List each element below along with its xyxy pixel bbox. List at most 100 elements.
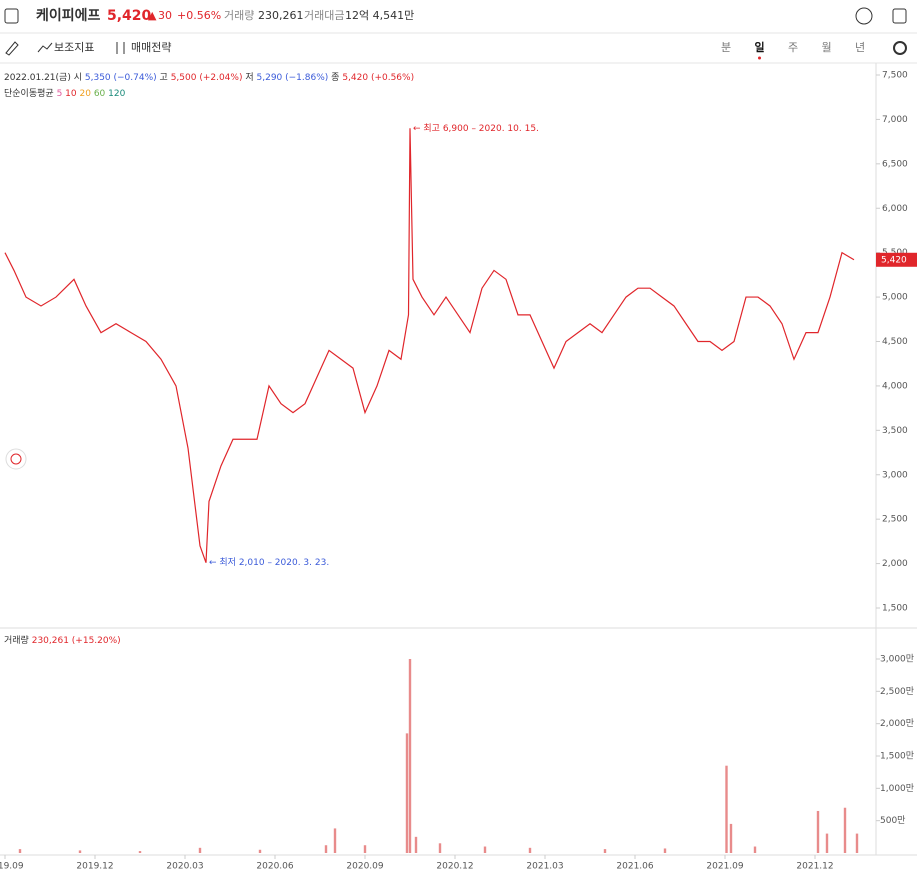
volume-bar	[603, 849, 607, 853]
change: 30	[158, 9, 172, 22]
last-price-box	[876, 252, 917, 267]
volume-bar	[414, 836, 418, 853]
y-tick-label: 6,000	[882, 204, 908, 214]
strategy-icon	[116, 42, 125, 54]
volume-bar	[816, 810, 820, 853]
volume-bar	[483, 846, 487, 853]
text-part: 60	[94, 89, 106, 99]
x-tick-label: 2020.12	[436, 862, 473, 872]
text-part: 거래량	[4, 634, 29, 646]
y-tick-label: 6,500	[882, 159, 908, 169]
last-price-label: 5,420	[881, 255, 907, 265]
text-part: 5,420 (+0.56%)	[342, 73, 414, 83]
period-tab[interactable]: 일	[754, 40, 764, 54]
y-tick-label: 1,000만	[880, 783, 914, 794]
x-tick-label: 2020.03	[166, 862, 203, 872]
volume-bar	[753, 846, 757, 853]
price-line	[4, 128, 855, 563]
text-part: 5,500 (+2.04%)	[171, 73, 243, 83]
volume-bar	[333, 828, 337, 853]
volume-bar	[729, 823, 733, 853]
period-tab[interactable]: 년	[855, 41, 865, 54]
x-tick-label: 2021.03	[526, 862, 563, 872]
x-tick-label: 2021.09	[706, 862, 743, 872]
amount-label: 거래대금	[304, 9, 344, 22]
volume-label: 거래량	[224, 9, 254, 22]
text-part: 5,350 (−0.74%)	[85, 73, 157, 83]
volume: 230,261	[258, 9, 304, 22]
volume-bar	[138, 851, 142, 853]
y-tick-label: 2,500만	[880, 686, 914, 697]
volume-bar	[663, 848, 667, 853]
y-tick-label: 2,500	[882, 515, 908, 525]
draw-icon[interactable]	[5, 41, 19, 56]
triangle: ▲	[148, 9, 157, 22]
text-part: 저	[245, 72, 253, 83]
x-tick-label: 2019.12	[76, 862, 113, 872]
y-tick-label: 5,000	[882, 293, 908, 303]
volume-bar	[725, 765, 728, 853]
text-part: 10	[65, 89, 77, 99]
text-part: 5,290 (−1.86%)	[257, 73, 329, 83]
volume-bar	[843, 807, 847, 853]
period-tab[interactable]: 분	[721, 41, 731, 54]
text-part: 고	[160, 73, 168, 83]
volume-bar	[78, 850, 82, 853]
annotation: ← 최저 2,010 – 2020. 3. 23.	[209, 557, 329, 568]
y-tick-label: 7,000	[882, 115, 908, 125]
y-tick-label: 1,500	[882, 604, 908, 614]
y-tick-label: 3,000	[882, 470, 908, 480]
y-tick-label: 3,000만	[880, 654, 914, 665]
volume-bar	[825, 833, 829, 853]
price: 5,420	[107, 8, 152, 24]
x-tick-label: 2021.12	[796, 862, 833, 872]
text-part: 2022.01.21(금)	[4, 72, 71, 83]
ma-legend: 단순이동평균 5 10 20 60 120	[4, 88, 126, 99]
volume-bar	[405, 733, 409, 853]
volume-bar	[528, 847, 532, 853]
back-button[interactable]	[5, 448, 27, 470]
y-tick-label: 500만	[880, 815, 905, 826]
x-tick-label: 2020.06	[256, 862, 293, 872]
annotation: ← 최고 6,900 – 2020. 10. 15.	[413, 123, 539, 134]
text-part: 120	[108, 89, 125, 99]
period-tab[interactable]: 월	[821, 41, 831, 54]
y-tick-label: 3,500	[882, 426, 908, 436]
y-tick-label: 4,500	[882, 337, 908, 347]
volume-bar	[408, 659, 412, 853]
stock-name: 케이피에프	[36, 7, 101, 24]
text-part: 20	[80, 89, 92, 99]
volume-bar	[855, 833, 859, 853]
period-tab[interactable]: 주	[788, 41, 798, 54]
volume-bar	[324, 845, 328, 853]
x-tick-label: 2019.09	[0, 862, 24, 872]
y-tick-label: 2,000만	[880, 718, 914, 729]
y-tick-label: 2,000	[882, 559, 908, 569]
volume-pane-label: 거래량 230,261 (+15.20%)	[4, 634, 121, 646]
panel-icon[interactable]	[892, 8, 907, 24]
more-icon[interactable]	[855, 7, 873, 25]
sidebar-icon[interactable]	[4, 8, 19, 24]
volume-bar	[18, 849, 22, 853]
indicators-button[interactable]: 보조지표	[54, 41, 94, 54]
info-line: 2022.01.21(금) 시 5,350 (−0.74%) 고 5,500 (…	[4, 72, 414, 83]
y-tick-label: 7,500	[882, 71, 908, 81]
x-tick-label: 2020.09	[346, 862, 383, 872]
change-pct: +0.56%	[177, 9, 221, 22]
text-part: 5	[57, 89, 63, 99]
volume-bar	[198, 847, 202, 853]
strategy-button[interactable]: 매매전략	[131, 41, 171, 54]
y-tick-label: 4,000	[882, 381, 908, 391]
text-part: 230,261 (+15.20%)	[32, 636, 121, 646]
text-part: 시	[74, 72, 82, 83]
text-part: 단순이동평균	[4, 88, 54, 99]
volume-bar	[363, 845, 367, 853]
volume-bar	[438, 843, 442, 853]
y-tick-label: 1,500만	[880, 751, 914, 762]
amount: 12억 4,541만	[345, 9, 414, 22]
settings-icon[interactable]	[893, 41, 907, 55]
x-tick-label: 2021.06	[616, 862, 653, 872]
back-icon	[10, 453, 22, 465]
